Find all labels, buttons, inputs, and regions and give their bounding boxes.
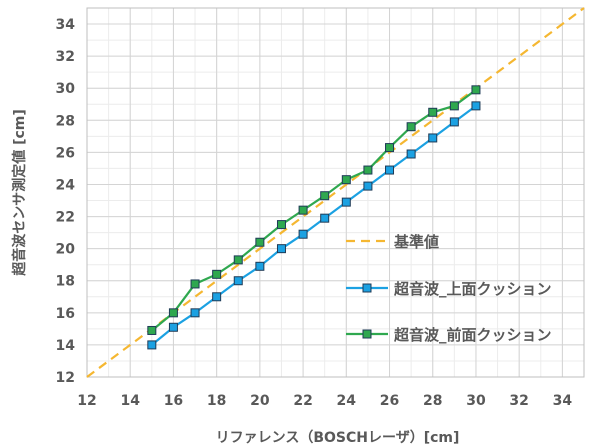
y-tick-label: 12 — [56, 370, 75, 386]
x-tick-label: 32 — [509, 393, 528, 409]
x-tick-label: 12 — [77, 393, 96, 409]
data-point — [276, 220, 286, 230]
series-line — [86, 7, 585, 378]
data-point — [385, 143, 395, 153]
data-point — [320, 213, 330, 223]
x-tick-label: 24 — [337, 393, 357, 409]
data-point — [190, 308, 200, 318]
x-tick-label: 22 — [293, 393, 312, 409]
x-tick-label: 28 — [423, 393, 442, 409]
data-point — [168, 322, 178, 332]
y-axis-title: 超音波センサ測定値 [cm] — [11, 109, 28, 277]
x-tick-label: 16 — [164, 393, 183, 409]
data-point — [341, 175, 351, 185]
data-point — [406, 122, 416, 132]
y-tick-label: 24 — [56, 177, 76, 193]
data-point — [363, 181, 373, 191]
data-point — [276, 244, 286, 254]
x-tick-labels: 12 14 16 18 20 22 24 26 28 30 32 34 — [77, 393, 572, 409]
legend-item: 超音波_前面クッション — [346, 326, 552, 344]
data-point — [255, 237, 265, 247]
y-tick-label: 14 — [56, 338, 76, 354]
y-tick-label: 20 — [56, 242, 76, 258]
y-tick-label: 32 — [56, 49, 75, 65]
legend-item: 基準値 — [346, 233, 439, 251]
data-point — [428, 107, 438, 117]
y-tick-label: 18 — [56, 274, 75, 290]
grid — [86, 7, 585, 378]
y-tick-label: 16 — [56, 306, 75, 322]
data-point — [471, 85, 481, 95]
y-tick-label: 22 — [56, 210, 75, 226]
legend-label: 超音波_上面クッション — [393, 280, 552, 298]
series-layer — [86, 7, 585, 378]
data-point — [212, 292, 222, 302]
data-point — [341, 197, 351, 207]
series-2 — [147, 101, 481, 350]
x-tick-label: 18 — [207, 393, 226, 409]
data-point — [406, 149, 416, 159]
data-point — [147, 340, 157, 350]
data-point — [212, 269, 222, 279]
series-line — [151, 88, 477, 332]
legend-item: 超音波_上面クッション — [346, 280, 552, 298]
data-point — [298, 229, 308, 239]
legend-label: 基準値 — [393, 233, 439, 251]
y-tick-label: 28 — [56, 113, 75, 129]
data-point — [168, 308, 178, 318]
x-tick-label: 30 — [466, 393, 486, 409]
data-point — [233, 276, 243, 286]
y-tick-labels: 12 14 16 18 20 22 24 26 28 30 32 34 — [56, 17, 76, 386]
data-point — [449, 101, 459, 111]
series-line — [151, 104, 477, 346]
y-tick-label: 30 — [56, 81, 76, 97]
data-point — [233, 255, 243, 265]
data-point — [298, 205, 308, 215]
legend-marker — [362, 329, 372, 339]
data-point — [428, 133, 438, 143]
data-point — [449, 117, 459, 127]
x-tick-label: 26 — [380, 393, 399, 409]
x-axis-title: リファレンス（BOSCHレーザ）[cm] — [216, 430, 460, 446]
data-point — [471, 101, 481, 111]
series-3 — [147, 85, 481, 335]
data-point — [190, 279, 200, 289]
x-tick-label: 14 — [120, 393, 140, 409]
series-1 — [86, 7, 585, 378]
data-point — [385, 165, 395, 175]
data-point — [147, 325, 157, 335]
legend-label: 超音波_前面クッション — [393, 326, 552, 344]
data-point — [320, 191, 330, 201]
x-tick-label: 34 — [553, 393, 573, 409]
x-tick-label: 20 — [250, 393, 270, 409]
legend-marker — [362, 283, 372, 293]
y-tick-label: 26 — [56, 145, 75, 161]
data-point — [255, 261, 265, 271]
y-tick-label: 34 — [56, 17, 76, 33]
data-point — [363, 165, 373, 175]
plot-area-border — [86, 7, 585, 378]
